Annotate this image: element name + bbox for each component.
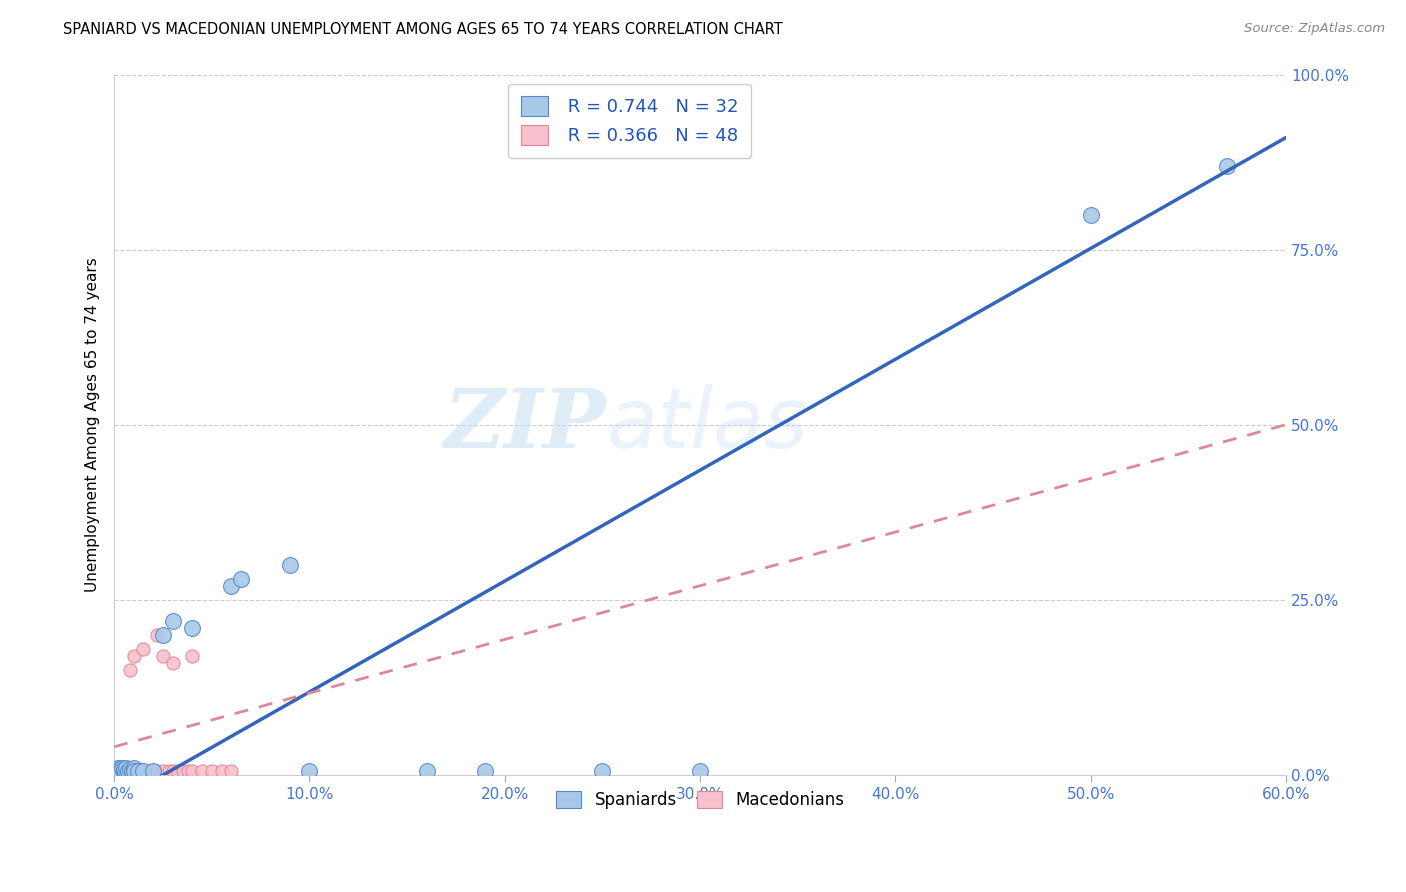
Point [115, 761, 138, 775]
Point [111, 764, 134, 779]
Point [138, 764, 160, 779]
Point [105, 762, 128, 776]
Point [415, 764, 437, 779]
Point [107, 762, 129, 776]
Point [107, 764, 129, 779]
Point [146, 764, 169, 779]
Point [117, 764, 139, 779]
Point [117, 764, 139, 779]
Point [177, 764, 200, 779]
Point [211, 764, 233, 779]
Point [181, 621, 204, 635]
Point [105, 764, 128, 779]
Point [181, 764, 204, 779]
Point [107, 764, 129, 779]
Point [115, 761, 138, 775]
Point [1080, 208, 1102, 222]
Point [108, 762, 131, 776]
Point [118, 762, 141, 776]
Point [118, 762, 141, 776]
Point [181, 648, 204, 663]
Point [107, 764, 129, 779]
Point [591, 764, 613, 779]
Point [128, 764, 150, 779]
Point [105, 761, 128, 775]
Point [111, 761, 134, 775]
Point [121, 764, 143, 779]
Point [134, 764, 156, 779]
Point [127, 764, 149, 779]
Point [122, 648, 145, 663]
Point [115, 764, 138, 779]
Point [152, 764, 174, 779]
Point [111, 761, 134, 775]
Point [172, 764, 194, 779]
Point [104, 764, 127, 779]
Point [162, 764, 184, 779]
Point [162, 656, 184, 670]
Point [107, 761, 129, 775]
Point [112, 761, 135, 775]
Y-axis label: Unemployment Among Ages 65 to 74 years: Unemployment Among Ages 65 to 74 years [86, 257, 100, 592]
Point [117, 761, 139, 775]
Point [201, 764, 224, 779]
Point [121, 764, 143, 779]
Text: SPANIARD VS MACEDONIAN UNEMPLOYMENT AMONG AGES 65 TO 74 YEARS CORRELATION CHART: SPANIARD VS MACEDONIAN UNEMPLOYMENT AMON… [63, 22, 783, 37]
Point [112, 762, 135, 776]
Point [118, 663, 141, 677]
Point [1216, 159, 1239, 173]
Point [231, 572, 253, 586]
Point [132, 641, 155, 656]
Point [221, 579, 243, 593]
Point [142, 764, 165, 779]
Legend: Spaniards, Macedonians: Spaniards, Macedonians [550, 784, 851, 815]
Point [112, 764, 135, 779]
Point [298, 764, 321, 779]
Point [127, 764, 149, 779]
Point [474, 764, 496, 779]
Point [132, 764, 155, 779]
Point [108, 761, 131, 775]
Point [221, 764, 243, 779]
Point [152, 648, 174, 663]
Point [105, 764, 128, 779]
Point [191, 764, 214, 779]
Point [142, 764, 165, 779]
Point [108, 764, 131, 779]
Point [132, 764, 155, 779]
Point [112, 762, 135, 776]
Text: Source: ZipAtlas.com: Source: ZipAtlas.com [1244, 22, 1385, 36]
Point [108, 764, 131, 779]
Point [152, 628, 174, 642]
Point [107, 761, 129, 775]
Point [278, 558, 301, 572]
Point [105, 762, 128, 776]
Point [112, 764, 135, 779]
Point [122, 764, 145, 779]
Text: ZIP: ZIP [444, 384, 606, 465]
Point [122, 761, 145, 775]
Point [108, 762, 131, 776]
Point [162, 614, 184, 628]
Point [157, 764, 180, 779]
Point [146, 628, 169, 642]
Text: atlas: atlas [606, 384, 808, 465]
Point [107, 765, 129, 780]
Point [122, 764, 145, 779]
Point [689, 764, 711, 779]
Point [166, 764, 188, 779]
